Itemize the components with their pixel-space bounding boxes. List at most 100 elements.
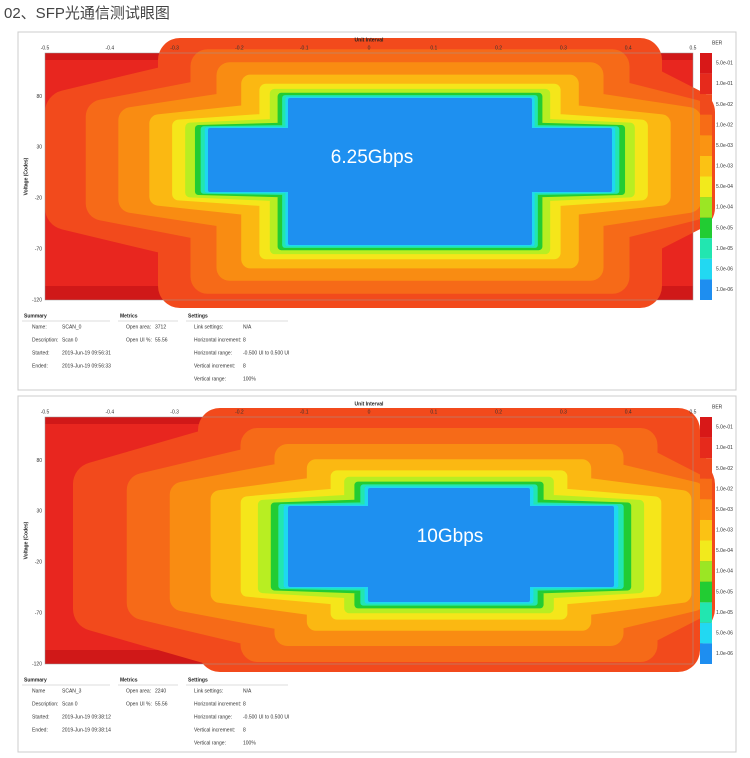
legend-swatch [700,622,712,644]
legend-label: 5.0e-03 [716,143,733,149]
y-tick-label: 80 [36,458,42,464]
legend-swatch [700,540,712,562]
legend-label: 5.0e-04 [716,184,733,190]
legend-label: 1.0e-03 [716,164,733,170]
y-tick-label: -70 [35,610,42,616]
x-tick-label: -0.4 [105,409,114,415]
legend-label: 5.0e-05 [716,589,733,595]
field-value: N/A [243,324,252,330]
legend-swatch [700,197,712,218]
y-axis-title: Voltage (Codes) [23,521,29,559]
x-axis-title: Unit Interval [355,401,385,407]
y-tick-label: 30 [36,145,42,151]
contour [208,98,612,245]
legend-swatch [700,279,712,300]
plot-frame [44,416,694,665]
x-tick-label: 0.1 [430,409,437,415]
x-tick-label: -0.4 [105,45,114,51]
field-value: 8 [243,727,246,733]
legend-swatch [700,519,712,541]
x-tick-label: 0.4 [625,409,632,415]
field-value: 2019-Jun-19 09:38:14 [62,727,111,733]
legend-label: 1.0e-03 [716,528,733,534]
legend-swatch [700,561,712,582]
section-heading: Summary [24,677,47,683]
section-heading: Settings [188,313,208,319]
x-tick-label: 0.2 [495,45,502,51]
field-label: Started: [32,714,50,720]
field-label: Link settings: [194,688,223,694]
x-tick-label: 0.3 [560,409,567,415]
legend-swatch [700,217,712,239]
legend-swatch [700,643,712,664]
x-tick-label: -0.5 [41,409,50,415]
field-label: Open area: [126,324,151,330]
section-heading: Metrics [120,677,138,683]
page-title: 02、SFP光通信测试眼图 [4,5,170,22]
x-tick-label: 0.4 [625,45,632,51]
legend-swatch [700,135,712,156]
field-label: Horizontal range: [194,350,232,356]
field-value: 100% [243,376,256,382]
legend-swatch [700,53,712,74]
y-tick-label: -20 [35,196,42,202]
legend-swatch [700,581,712,603]
legend-label: 5.0e-04 [716,548,733,554]
field-label: Description: [32,337,58,343]
x-axis-title: Unit Interval [355,37,385,43]
y-tick-label: -70 [35,246,42,252]
x-tick-label: 0.5 [690,409,697,415]
legend-label: 1.0e-01 [716,445,733,451]
x-tick-label: 0.5 [690,45,697,51]
legend-label: 1.0e-01 [716,81,733,87]
y-tick-label: -120 [32,297,42,303]
field-value: 2019-Jun-19 09:56:33 [62,363,111,369]
plot-frame [44,52,694,301]
field-value: 2019-Jun-19 09:56:31 [62,350,111,356]
legend-swatch [700,73,712,95]
legend-label: 5.0e-02 [716,102,733,108]
field-label: Open UI %: [126,337,152,343]
x-tick-label: -0.3 [170,409,179,415]
legend-swatch [700,437,712,459]
field-label: Open UI %: [126,701,152,707]
field-value: 8 [243,363,246,369]
x-tick-label: 0.1 [430,45,437,51]
x-tick-label: -0.5 [41,45,50,51]
legend-label: 5.0e-03 [716,507,733,513]
field-label: Horizontal increment: [194,701,241,707]
legend-label: 5.0e-05 [716,225,733,231]
field-label: Vertical increment: [194,363,235,369]
x-tick-label: 0 [368,45,371,51]
legend-label: 5.0e-01 [716,425,733,431]
field-value: 55.56 [155,701,168,707]
field-label: Horizontal range: [194,714,232,720]
legend-label: 5.0e-02 [716,466,733,472]
legend-swatch [700,602,712,623]
x-tick-label: -0.3 [170,45,179,51]
section-heading: Settings [188,677,208,683]
x-tick-label: -0.1 [300,409,309,415]
field-value: -0.500 UI to 0.500 UI [243,714,289,720]
legend-label: 1.0e-04 [716,205,733,211]
legend-title: BER [712,40,723,46]
legend-label: 5.0e-06 [716,266,733,272]
x-tick-label: 0 [368,409,371,415]
legend-label: 5.0e-01 [716,61,733,67]
y-tick-label: -120 [32,661,42,667]
x-tick-label: -0.2 [235,409,244,415]
legend-swatch [700,114,712,136]
field-value: -0.500 UI to 0.500 UI [243,350,289,356]
section-heading: Summary [24,313,47,319]
field-label: Name [32,688,46,694]
field-label: Ended: [32,727,48,733]
y-tick-label: -20 [35,560,42,566]
field-label: Vertical range: [194,376,226,382]
field-label: Horizontal increment: [194,337,241,343]
field-label: Vertical increment: [194,727,235,733]
field-label: Started: [32,350,50,356]
field-label: Ended: [32,363,48,369]
field-value: 55.56 [155,337,168,343]
legend-swatch [700,417,712,438]
